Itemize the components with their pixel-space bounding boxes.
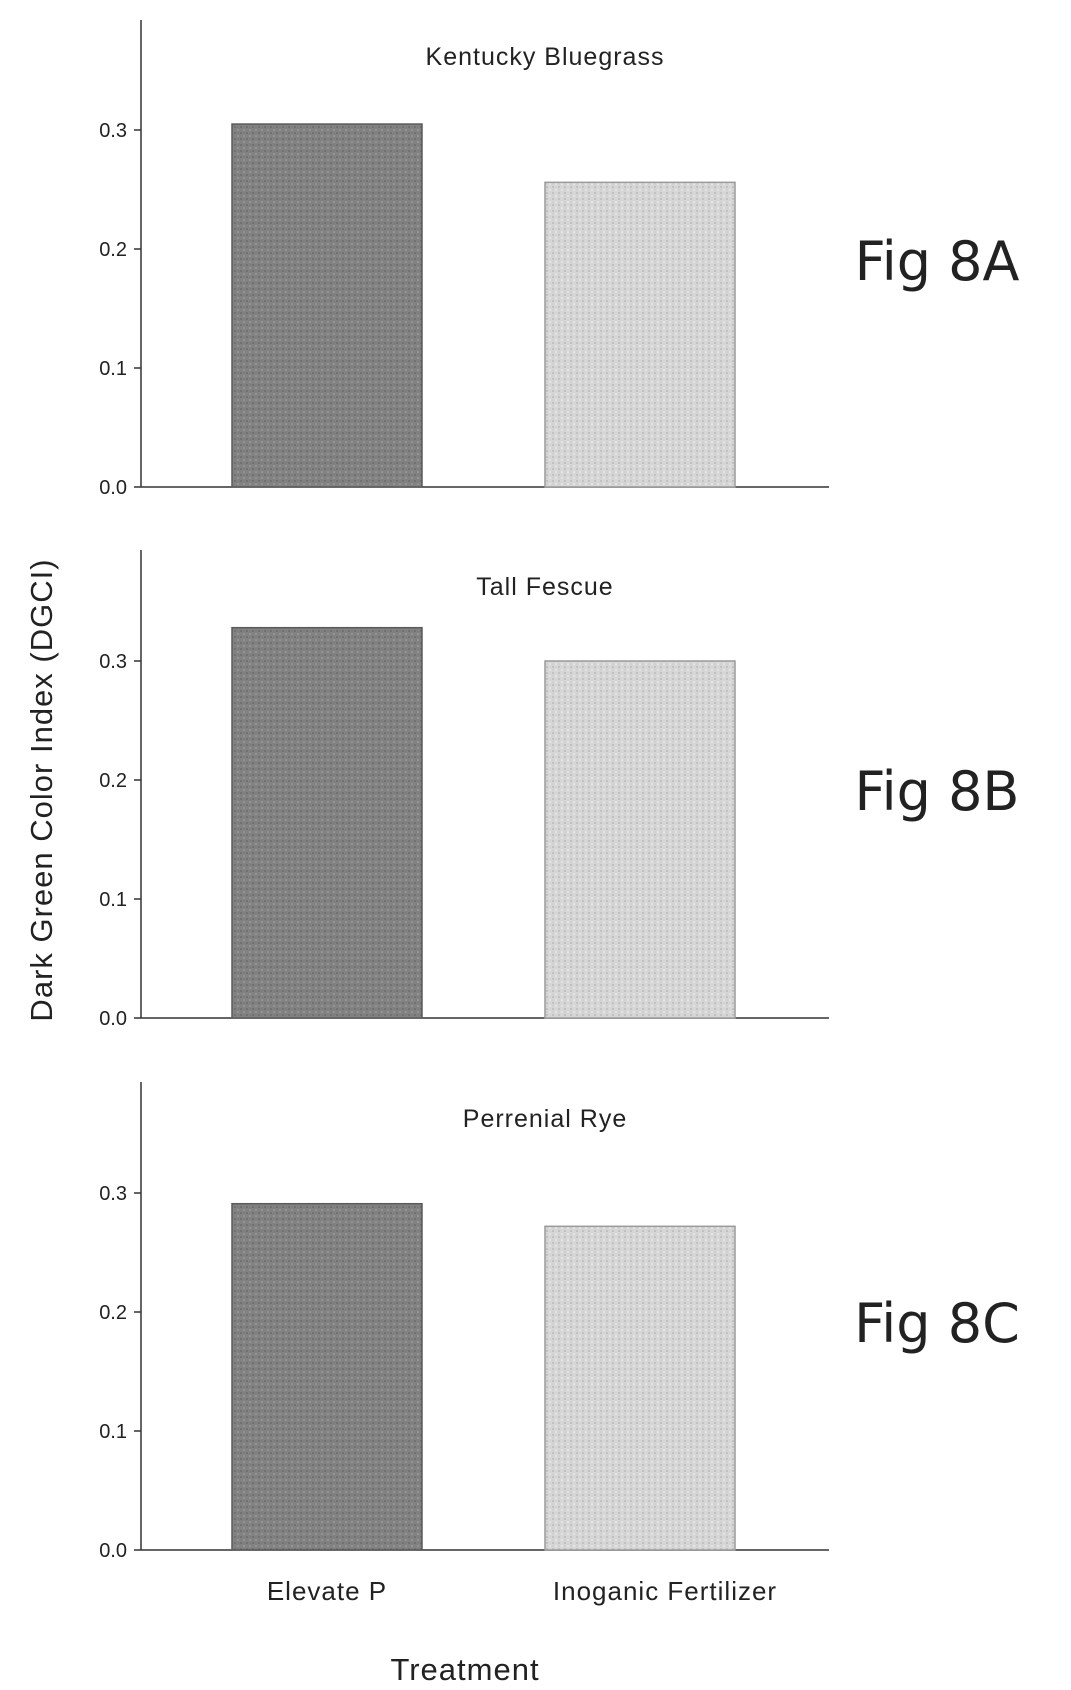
y-tick-label: 0.0: [99, 477, 127, 499]
y-tick-label: 0.1: [99, 889, 127, 911]
y-axis-label: Dark Green Color Index (DGCI): [24, 558, 59, 1021]
y-tick-label: 0.3: [99, 651, 127, 673]
y-tick-label: 0.0: [99, 1008, 127, 1030]
figure-label: Fig 8A: [855, 230, 1020, 293]
bar-elevate-p: [231, 1202, 423, 1551]
y-tick-label: 0.0: [99, 1540, 127, 1562]
panel-title: Tall Fescue: [476, 573, 613, 601]
figure-label: Fig 8C: [854, 1292, 1020, 1355]
panel-title: Perrenial Rye: [463, 1105, 627, 1133]
x-tick-label: Elevate P: [267, 1576, 387, 1606]
bar-elevate-p: [231, 123, 423, 488]
y-tick-label: 0.3: [99, 120, 127, 142]
panel-3: 0.0 0.1 0.2 0.3 Perrenial Rye Fig 8C: [99, 1082, 1020, 1562]
bar-inoganic-fertilizer: [544, 660, 736, 1019]
panel-2: 0.0 0.1 0.2 0.3 Tall Fescue Fig 8B: [99, 550, 1019, 1030]
panel-title: Kentucky Bluegrass: [426, 43, 665, 71]
panel-1: 0.0 0.1 0.2 0.3 Kentucky Bluegrass Fig 8A: [99, 20, 1019, 499]
y-tick-label: 0.1: [99, 1421, 127, 1443]
x-axis-label: Treatment: [390, 1652, 539, 1687]
y-tick-label: 0.1: [99, 358, 127, 380]
y-tick-label: 0.2: [99, 770, 127, 792]
figure-label: Fig 8B: [855, 760, 1020, 823]
y-tick-label: 0.2: [99, 1302, 127, 1324]
bar-inoganic-fertilizer: [544, 1225, 736, 1551]
bar-elevate-p: [231, 626, 423, 1019]
y-tick-label: 0.2: [99, 239, 127, 261]
bar-inoganic-fertilizer: [544, 181, 736, 488]
x-tick-label: Inoganic Fertilizer: [553, 1576, 777, 1606]
y-tick-label: 0.3: [99, 1183, 127, 1205]
